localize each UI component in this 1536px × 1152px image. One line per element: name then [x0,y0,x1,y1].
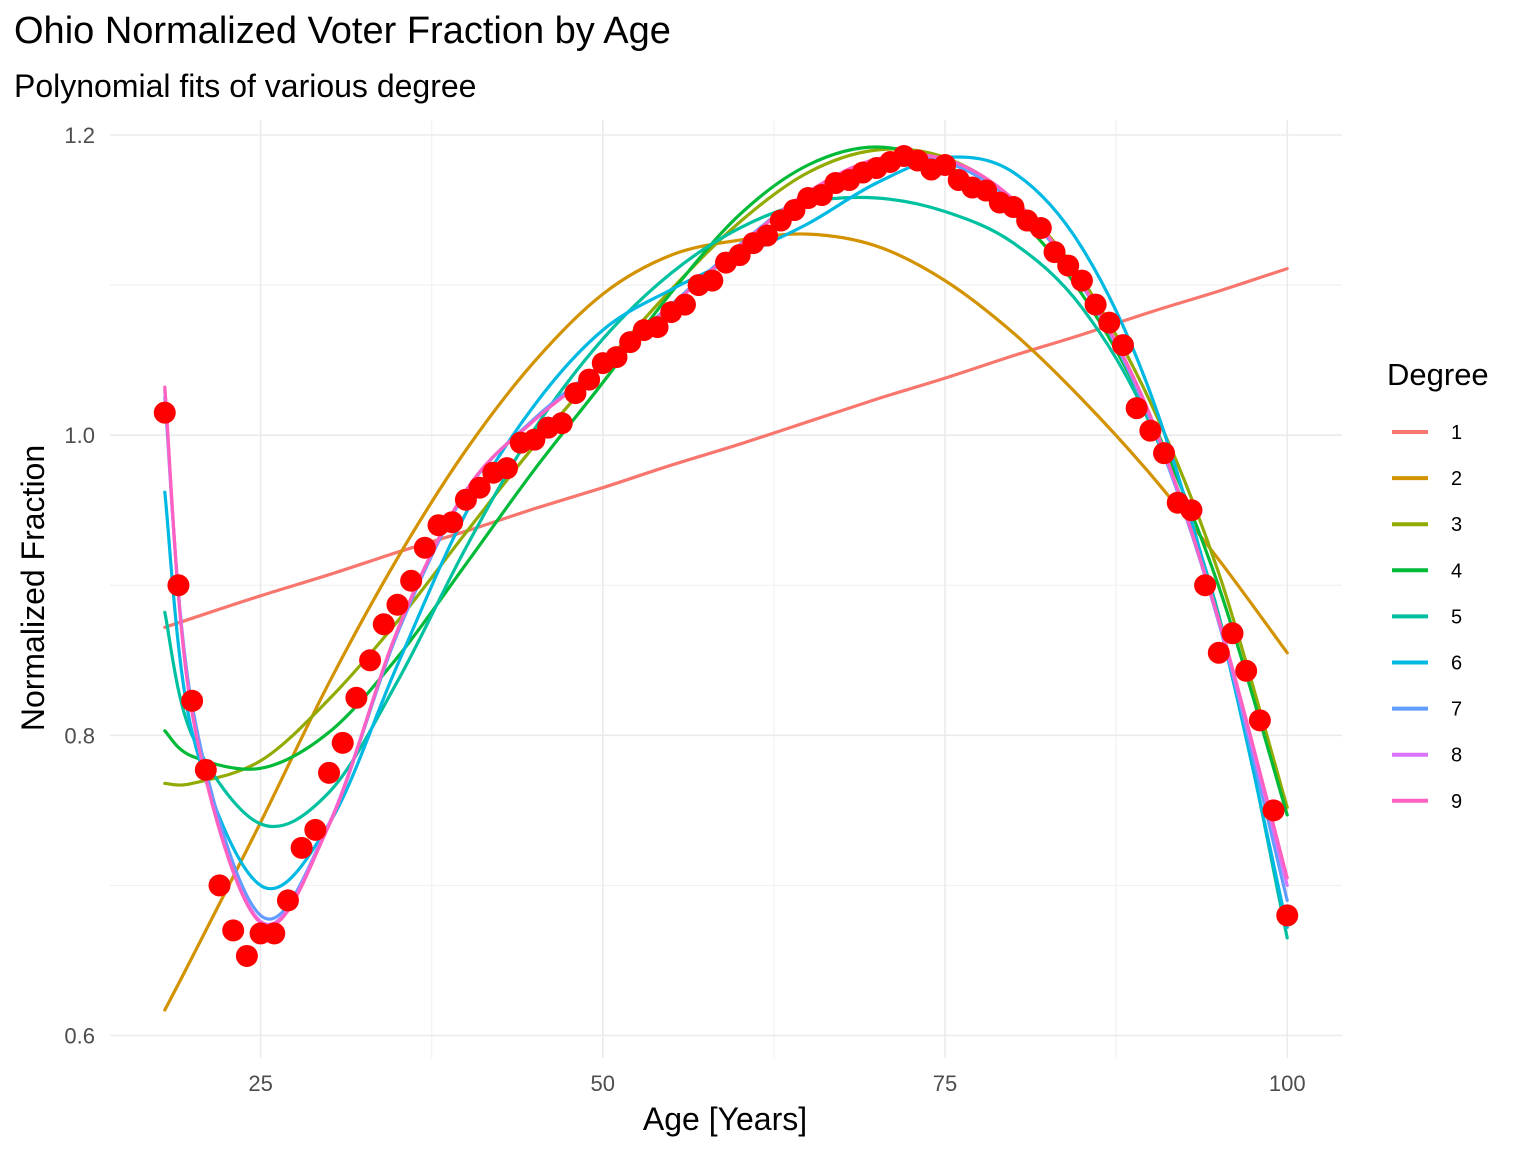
data-point [1207,641,1230,664]
data-point [1235,659,1258,682]
fit-line-degree-3 [163,147,1289,809]
data-points [153,145,1299,967]
chart-title: Ohio Normalized Voter Fraction by Age [14,10,671,52]
data-point [1180,499,1203,522]
y-tick-label: 0.6 [64,1023,95,1048]
data-point [1070,269,1093,292]
data-point [400,569,423,592]
legend-label-7: 7 [1451,699,1462,721]
data-point [934,154,957,177]
data-point [304,818,327,841]
x-tick-label: 50 [591,1071,615,1096]
data-point [1194,574,1217,597]
y-tick-label: 0.8 [64,723,95,748]
data-point [290,836,313,859]
data-point [386,593,409,616]
data-point [194,758,217,781]
x-tick-label: 100 [1269,1071,1306,1096]
data-point [1084,293,1107,316]
fit-line-degree-4 [163,145,1289,817]
data-point [1248,709,1271,732]
data-point [167,574,190,597]
x-tick-label: 25 [248,1071,272,1096]
legend: Degree 1 2 3 4 5 6 7 8 9 [1387,357,1489,813]
fit-lines [163,145,1289,1012]
data-point [181,689,204,712]
chart-subtitle: Polynomial fits of various degree [14,68,477,104]
data-point [413,536,436,559]
data-point [756,224,779,247]
data-point [345,686,368,709]
data-point [263,922,286,945]
data-point [235,944,258,967]
data-point [701,269,724,292]
data-point [1111,334,1134,357]
legend-label-8: 8 [1451,745,1462,767]
legend-label-1: 1 [1451,422,1462,444]
grid [110,120,1342,1058]
legend-label-9: 9 [1451,791,1462,813]
data-point [646,316,669,339]
data-point [1262,799,1285,822]
legend-items: 1 2 3 4 5 6 7 8 9 [1392,422,1462,813]
data-point [605,346,628,369]
data-point [495,457,518,480]
data-point [1002,196,1025,219]
data-point [359,649,382,672]
data-point [550,412,573,435]
data-point [1043,241,1066,264]
y-tick-label: 1.2 [64,123,95,148]
data-point [673,293,696,316]
legend-label-2: 2 [1451,468,1462,490]
fit-line-degree-6 [163,155,1289,929]
data-point [441,511,464,534]
data-point [1029,217,1052,240]
data-point [1125,397,1148,420]
fit-line-degree-5 [163,195,1289,940]
fit-line-degree-1 [163,267,1289,629]
x-tick-label: 75 [933,1071,957,1096]
data-point [578,368,601,391]
data-point [1153,442,1176,465]
data-point [208,874,231,897]
data-point [468,476,491,499]
data-point [1098,311,1121,334]
x-axis-title: Age [Years] [643,1101,807,1137]
legend-label-3: 3 [1451,514,1462,536]
data-point [564,382,587,405]
data-point [1057,254,1080,277]
fit-line-degree-2 [163,232,1289,1012]
data-point [153,401,176,424]
x-axis-ticks: 25 50 75 100 [248,1071,1305,1096]
y-axis-title: Normalized Fraction [15,445,51,731]
data-point [1139,419,1162,442]
data-point [331,731,354,754]
data-point [1276,904,1299,927]
legend-title: Degree [1387,357,1489,392]
legend-label-4: 4 [1451,560,1462,582]
y-tick-label: 1.0 [64,423,95,448]
data-point [1221,622,1244,645]
y-axis-ticks: 0.6 0.8 1.0 1.2 [64,123,95,1048]
data-point [318,761,341,784]
legend-label-6: 6 [1451,653,1462,675]
legend-label-5: 5 [1451,606,1462,628]
data-point [222,919,245,942]
data-point [276,889,299,912]
data-point [372,613,395,636]
